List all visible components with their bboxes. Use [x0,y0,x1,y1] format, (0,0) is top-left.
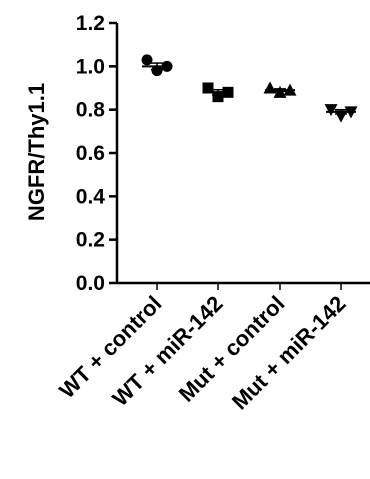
x-tick-label: Mut + miR-142 [227,291,351,415]
y-tick-label: 1.2 [76,12,105,35]
y-tick-label: 0.0 [76,272,105,295]
y-tick-label: 0.4 [76,185,106,208]
y-tick-label: 1.0 [76,55,105,78]
data-point [151,65,163,77]
y-axis-title: NGFR/Thy1.1 [24,83,49,221]
y-tick-label: 0.2 [76,229,105,252]
y-tick-label: 0.8 [76,99,106,122]
data-point [212,91,224,103]
data-marks [141,54,358,123]
data-point [324,104,338,117]
data-point [141,54,153,66]
data-point [202,82,214,94]
y-tick-label: 0.6 [76,142,105,165]
x-tick-label: WT + miR-142 [107,291,227,411]
